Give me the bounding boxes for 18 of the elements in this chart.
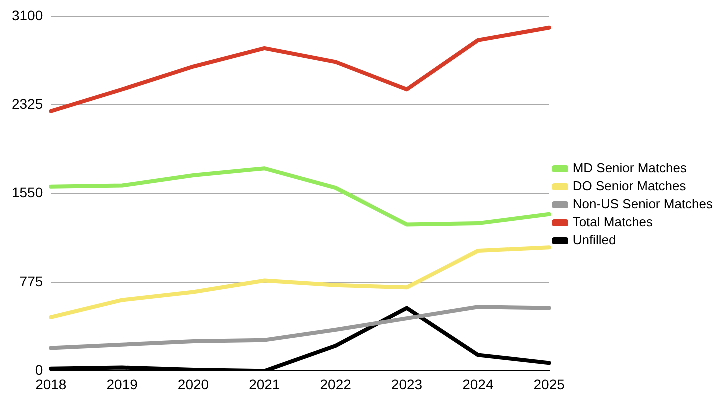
x-tick-label: 2025	[534, 376, 566, 392]
y-tick-label: 0	[35, 362, 44, 378]
y-tick-label: 775	[20, 273, 44, 290]
legend-label: MD Senior Matches	[572, 160, 688, 176]
y-tick-label: 2325	[12, 96, 44, 112]
y-tick-label: 1550	[12, 184, 44, 201]
y-tick-label: 3100	[12, 7, 44, 24]
legend-label: Total Matches	[572, 214, 654, 230]
legend-label: Unfilled	[572, 232, 616, 248]
x-tick-label: 2023	[391, 376, 423, 392]
x-tick-label: 2021	[249, 376, 280, 392]
x-tick-label: 2019	[106, 376, 138, 392]
legend-label: Non-US Senior Matches	[572, 196, 714, 212]
x-tick-label: 2018	[36, 376, 67, 392]
legend-label: DO Senior Matches	[572, 178, 687, 194]
x-tick-label: 2024	[462, 376, 494, 392]
x-tick-label: 2022	[320, 376, 352, 392]
x-tick-label: 2020	[178, 376, 210, 392]
